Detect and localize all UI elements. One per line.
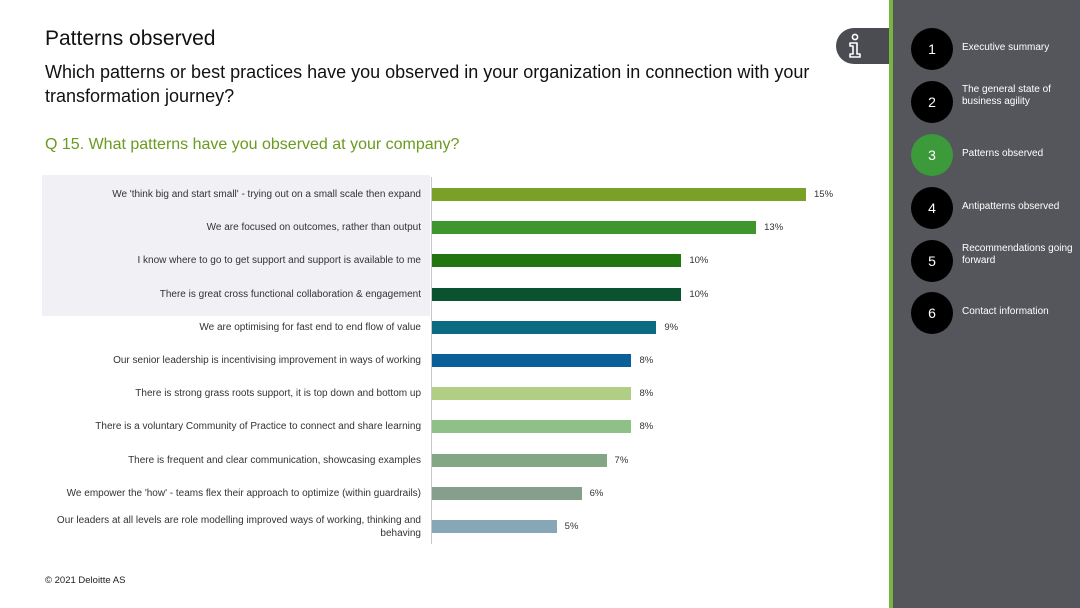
value-label: 10%: [689, 255, 709, 267]
nav-number-badge: 3: [911, 134, 953, 176]
value-label: 5%: [564, 521, 579, 532]
nav-number-badge: 4: [911, 187, 953, 229]
value-label: 13%: [764, 222, 784, 234]
category-label: There is strong grass roots support, it …: [135, 388, 421, 400]
bar: [432, 221, 757, 235]
info-icon: [849, 33, 861, 58]
category-label: We are optimising for fast end to end fl…: [199, 321, 421, 333]
value-label: 8%: [639, 421, 654, 433]
value-label: 15%: [814, 189, 834, 200]
bar: [432, 453, 607, 467]
question-heading: Q 15. What patterns have you observed at…: [45, 136, 460, 153]
nav-number-badge: 6: [911, 292, 953, 334]
bar: [432, 420, 632, 434]
section-sidebar: 1 Executive summary 2 The general state of …: [889, 0, 1080, 608]
nav-label: The general state of business agility: [962, 84, 1051, 107]
category-label: There is a voluntary Community of Practi…: [95, 421, 421, 433]
nav-number-badge: 2: [911, 81, 953, 123]
category-label: I know where to go to get support and su…: [137, 255, 421, 267]
copyright-footer: © 2021 Deloitte AS: [45, 575, 126, 586]
category-label: We are focused on outcomes, rather than …: [206, 222, 421, 234]
top-four-highlight: [42, 175, 430, 316]
nav-label: Contact information: [962, 306, 1049, 317]
category-label: Our senior leadership is incentivising i…: [113, 355, 421, 366]
value-label: 8%: [639, 388, 654, 400]
page-title: Patterns observed: [45, 27, 216, 50]
bar: [432, 354, 632, 367]
category-label: Our leaders at all levels are role model…: [56, 514, 421, 539]
bar: [432, 520, 557, 533]
nav-number-badge: 1: [911, 28, 953, 70]
category-label: We empower the 'how' - teams flex their …: [66, 487, 421, 499]
bar: [432, 287, 682, 301]
bar: [432, 486, 582, 500]
nav-label: Recommendations going forward: [962, 243, 1073, 266]
page-subtitle: Which patterns or best practices have yo…: [45, 62, 810, 106]
nav-label: Antipatterns observed: [962, 201, 1060, 212]
bar: [432, 387, 632, 401]
value-label: 9%: [664, 321, 679, 333]
nav-label: Patterns observed: [962, 148, 1044, 159]
value-label: 6%: [589, 487, 604, 499]
nav-label: Executive summary: [962, 42, 1050, 53]
category-label: There is frequent and clear communicatio…: [128, 454, 421, 466]
category-label: There is great cross functional collabor…: [159, 288, 421, 300]
chart-axis-line: [431, 177, 432, 544]
value-label: 10%: [689, 288, 709, 300]
info-button[interactable]: [836, 28, 892, 64]
value-label: 7%: [614, 454, 629, 466]
category-label: We 'think big and start small' - trying …: [112, 189, 421, 200]
bar: [432, 254, 682, 268]
bar: [432, 188, 806, 201]
bar: [432, 320, 657, 334]
nav-number-badge: 5: [911, 240, 953, 282]
value-label: 8%: [639, 355, 654, 366]
